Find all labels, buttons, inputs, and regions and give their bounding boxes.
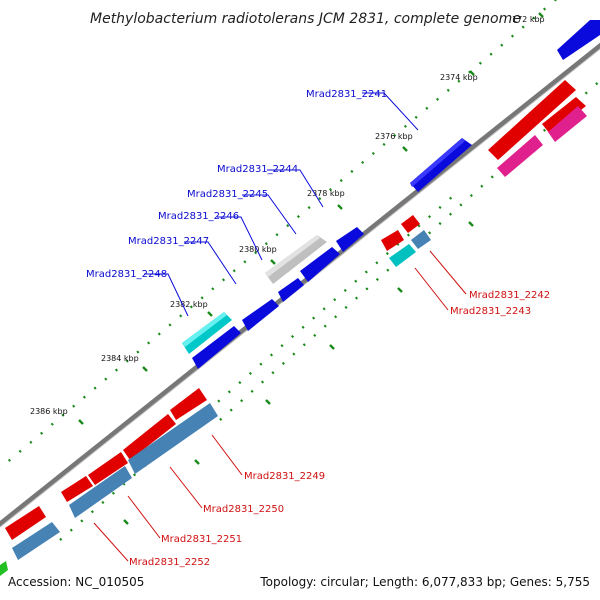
leader-lines-forward <box>144 92 419 317</box>
kbp-label: 2376 kbp <box>375 132 413 141</box>
cds-arrow[interactable] <box>61 476 93 502</box>
cds-arrow[interactable] <box>410 138 472 192</box>
cds-arrow[interactable] <box>242 299 279 331</box>
gene-label[interactable]: Mrad2831_2242 <box>469 290 550 301</box>
kbp-label: 2380 kbp <box>239 245 277 254</box>
gene-labels-forward: Mrad2831_2241 Mrad2831_2244 Mrad2831_224… <box>86 89 387 280</box>
cds-arrow-pink[interactable] <box>497 135 543 177</box>
gene-label[interactable]: Mrad2831_2243 <box>450 306 531 317</box>
kbp-label: 2384 kbp <box>101 354 139 363</box>
cds-arrow[interactable] <box>557 20 600 60</box>
kbp-label: 2382 kbp <box>170 300 208 309</box>
gene-label[interactable]: Mrad2831_2247 <box>128 236 209 247</box>
reverse-strand-genes <box>0 80 587 576</box>
topology-text: Topology: circular; Length: 6,077,833 bp… <box>259 575 590 589</box>
cds-arrow[interactable] <box>300 247 340 282</box>
cds-arrow-steel[interactable] <box>12 522 60 560</box>
gene-label[interactable]: Mrad2831_2244 <box>217 164 298 175</box>
cds-arrow-steel[interactable] <box>128 403 218 474</box>
gene-label[interactable]: Mrad2831_2251 <box>161 534 242 545</box>
kbp-label: 2386 kbp <box>30 407 68 416</box>
cds-arrow-cyan-shade <box>182 312 227 347</box>
gene-label[interactable]: Mrad2831_2252 <box>129 557 210 568</box>
cds-arrow[interactable] <box>123 414 176 460</box>
cds-arrow-shade <box>410 138 465 187</box>
leader-lines-reverse <box>93 250 467 562</box>
cds-arrow-grey-shade <box>265 235 320 277</box>
gene-labels-reverse: Mrad2831_2242 Mrad2831_2243 Mrad2831_224… <box>129 290 550 568</box>
cds-arrow[interactable] <box>488 80 576 160</box>
gene-label[interactable]: Mrad2831_2248 <box>86 269 167 280</box>
cds-arrow[interactable] <box>401 215 420 233</box>
forward-strand-genes <box>182 20 600 369</box>
cds-arrow[interactable] <box>88 452 128 485</box>
gene-label[interactable]: Mrad2831_2241 <box>306 89 387 100</box>
accession-text: Accession: NC_010505 <box>8 575 144 589</box>
kbp-label: 2374 kbp <box>440 73 478 82</box>
gene-label[interactable]: Mrad2831_2246 <box>158 211 239 222</box>
kbp-label: 2378 kbp <box>307 189 345 198</box>
cds-arrow-steel[interactable] <box>411 230 431 249</box>
map-title: Methylobacterium radiotolerans JCM 2831,… <box>90 11 521 27</box>
cds-arrow[interactable] <box>170 388 207 420</box>
cds-arrow-cyan[interactable] <box>389 244 416 267</box>
gene-label[interactable]: Mrad2831_2245 <box>187 189 268 200</box>
cds-arrow-cyan[interactable] <box>182 312 232 354</box>
cds-arrow[interactable] <box>542 97 586 134</box>
gene-label[interactable]: Mrad2831_2250 <box>203 504 284 515</box>
cds-arrow-steel[interactable] <box>69 466 132 518</box>
gene-label[interactable]: Mrad2831_2249 <box>244 471 325 482</box>
cds-arrow[interactable] <box>381 230 404 251</box>
cds-arrow[interactable] <box>5 506 46 540</box>
cds-arrow-green[interactable] <box>0 561 8 576</box>
tick-track-major <box>78 12 544 525</box>
cds-arrow[interactable] <box>278 278 304 302</box>
cds-arrow-grey[interactable] <box>265 235 327 284</box>
kbp-label: 172 kbp <box>512 15 545 24</box>
kbp-labels: 172 kbp 2374 kbp 2376 kbp 2378 kbp 2380 … <box>30 15 545 416</box>
cds-arrow[interactable] <box>192 326 241 369</box>
cds-arrow-pink[interactable] <box>548 106 587 142</box>
cds-arrow[interactable] <box>336 227 364 252</box>
